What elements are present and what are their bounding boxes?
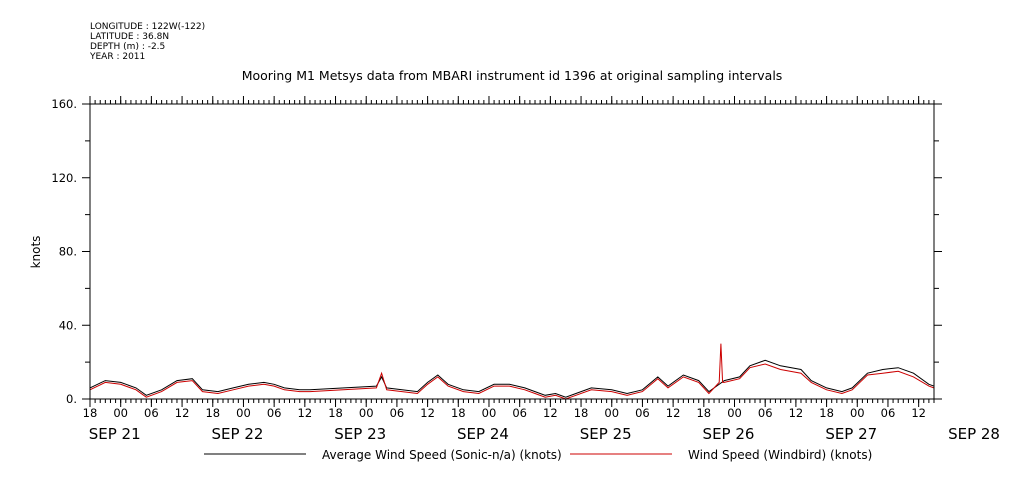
x-date-label: SEP 22 <box>212 425 264 443</box>
x-hour-label: 18 <box>83 406 98 420</box>
year-text: YEAR : 2011 <box>90 52 146 62</box>
x-hour-label: 18 <box>574 406 589 420</box>
x-hour-label: 12 <box>666 406 681 420</box>
x-hour-label: 00 <box>604 406 619 420</box>
y-tick-label: 160. <box>51 97 77 111</box>
y-tick-label: 40. <box>59 318 77 332</box>
series-line-0 <box>90 359 934 398</box>
x-hour-label: 12 <box>789 406 804 420</box>
y-axis-label: knots <box>29 236 43 269</box>
y-tick-label: 80. <box>59 245 77 259</box>
x-date-label: SEP 28 <box>948 425 1000 443</box>
series-line-1 <box>90 343 934 400</box>
x-hour-label: 18 <box>696 406 711 420</box>
x-hour-label: 18 <box>819 406 834 420</box>
x-hour-label: 18 <box>205 406 220 420</box>
x-date-label: SEP 25 <box>580 425 632 443</box>
longitude-text: LONGITUDE : 122W(-122) <box>90 22 206 32</box>
legend-label-average: Average Wind Speed (Sonic-n/a) (knots) <box>322 448 562 462</box>
y-tick-label: 0. <box>66 392 77 406</box>
x-hour-label: 00 <box>482 406 497 420</box>
x-hour-label: 00 <box>236 406 251 420</box>
latitude-text: LATITUDE : 36.8N <box>90 32 170 42</box>
x-hour-label: 06 <box>267 406 282 420</box>
x-hour-label: 12 <box>298 406 313 420</box>
x-hour-label: 18 <box>328 406 343 420</box>
x-date-label: SEP 24 <box>457 425 509 443</box>
legend-label-windbird: Wind Speed (Windbird) (knots) <box>688 448 872 462</box>
x-hour-label: 12 <box>420 406 435 420</box>
x-date-label: SEP 23 <box>334 425 386 443</box>
x-hour-label: 06 <box>758 406 773 420</box>
x-hour-label: 18 <box>451 406 466 420</box>
chart-title: Mooring M1 Metsys data from MBARI instru… <box>242 68 783 83</box>
plot-frame <box>89 103 935 400</box>
y-tick-label: 120. <box>51 171 77 185</box>
x-date-label: SEP 27 <box>825 425 877 443</box>
depth-text: DEPTH (m) : -2.5 <box>90 42 166 52</box>
x-hour-label: 12 <box>911 406 926 420</box>
metadata-block: LONGITUDE : 122W(-122) LATITUDE : 36.8N … <box>90 22 205 62</box>
x-date-label: SEP 21 <box>89 425 141 443</box>
x-hour-label: 06 <box>390 406 405 420</box>
x-hour-label: 06 <box>881 406 896 420</box>
x-date-label: SEP 26 <box>703 425 755 443</box>
x-hour-label: 06 <box>512 406 527 420</box>
x-hour-label: 00 <box>727 406 742 420</box>
x-hour-label: 06 <box>635 406 650 420</box>
x-hour-label: 06 <box>144 406 159 420</box>
x-hour-label: 00 <box>359 406 374 420</box>
x-hour-label: 00 <box>850 406 865 420</box>
x-hour-label: 12 <box>175 406 190 420</box>
x-hour-label: 00 <box>113 406 128 420</box>
x-hour-label: 12 <box>543 406 558 420</box>
